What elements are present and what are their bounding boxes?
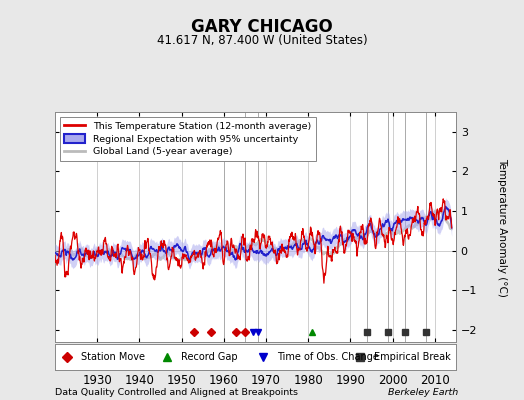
Text: 1940: 1940: [125, 374, 155, 386]
Y-axis label: Temperature Anomaly (°C): Temperature Anomaly (°C): [497, 158, 507, 296]
Text: 1960: 1960: [209, 374, 239, 386]
Text: 2000: 2000: [378, 374, 407, 386]
Text: 2010: 2010: [420, 374, 450, 386]
Text: 41.617 N, 87.400 W (United States): 41.617 N, 87.400 W (United States): [157, 34, 367, 47]
Text: Station Move: Station Move: [81, 352, 145, 362]
Text: Empirical Break: Empirical Break: [374, 352, 451, 362]
Text: Time of Obs. Change: Time of Obs. Change: [278, 352, 379, 362]
Text: Record Gap: Record Gap: [181, 352, 238, 362]
Legend: This Temperature Station (12-month average), Regional Expectation with 95% uncer: This Temperature Station (12-month avera…: [60, 117, 316, 161]
Text: 1930: 1930: [82, 374, 112, 386]
Text: Berkeley Earth: Berkeley Earth: [388, 388, 458, 397]
Text: 1990: 1990: [335, 374, 365, 386]
Text: 1950: 1950: [167, 374, 196, 386]
Text: 1970: 1970: [251, 374, 281, 386]
Text: Data Quality Controlled and Aligned at Breakpoints: Data Quality Controlled and Aligned at B…: [55, 388, 298, 397]
Text: 1980: 1980: [293, 374, 323, 386]
Text: GARY CHICAGO: GARY CHICAGO: [191, 18, 333, 36]
